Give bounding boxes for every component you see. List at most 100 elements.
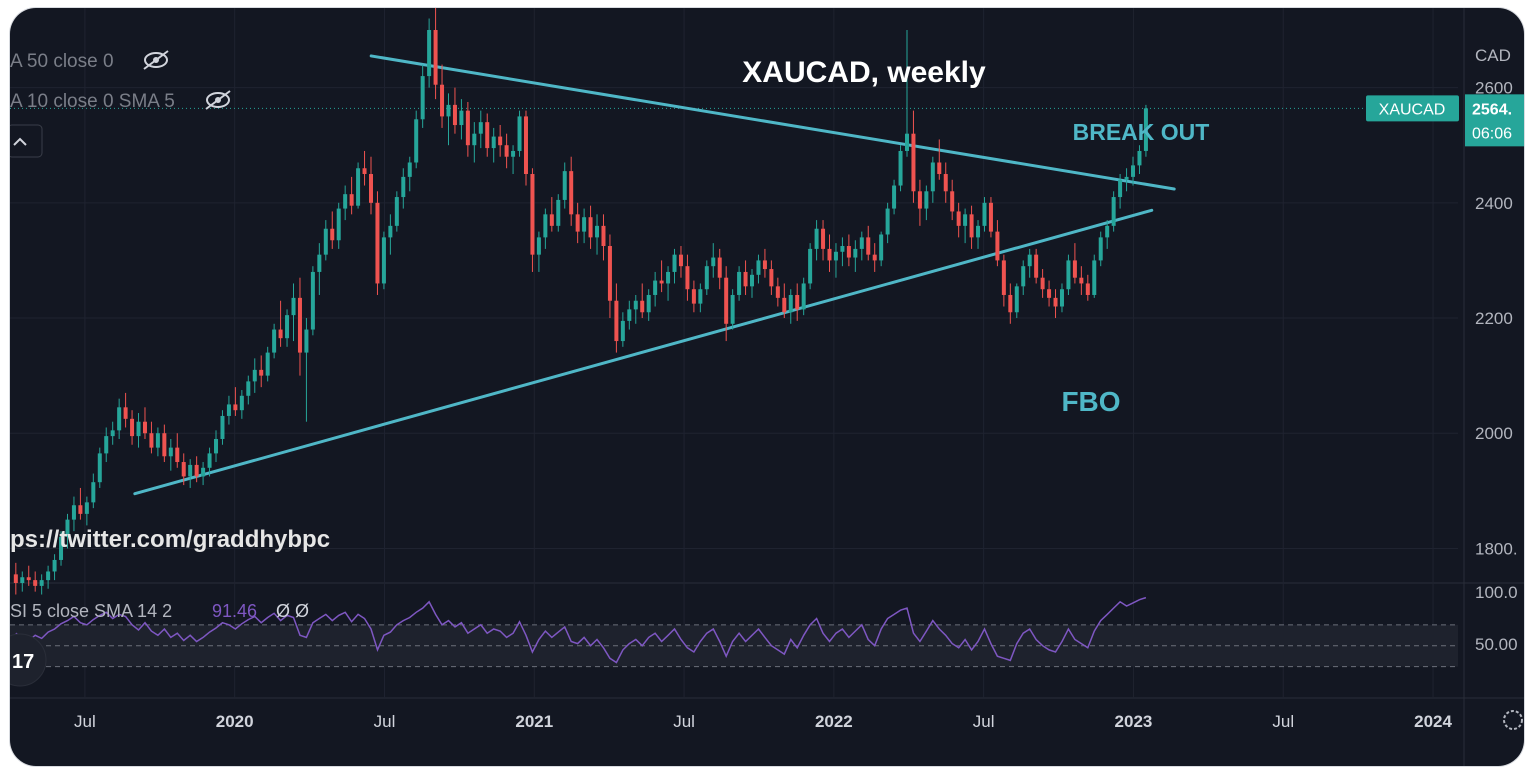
candle-body: [265, 352, 270, 376]
candle-body: [194, 464, 199, 477]
candle-body: [911, 133, 916, 192]
candle-body: [549, 214, 554, 226]
candle-body: [498, 136, 503, 146]
candle-body: [904, 133, 909, 151]
candle-body: [181, 462, 186, 477]
candle-body: [969, 214, 974, 238]
candle-body: [633, 300, 638, 310]
currency-label: CAD: [1475, 46, 1511, 65]
chevron-up-icon: [13, 137, 27, 146]
candle-body: [233, 404, 238, 411]
price-tick-label: 2200: [1475, 309, 1513, 328]
candle-body: [155, 433, 160, 448]
price-chart[interactable]: 2600 2400 2200 2000 1800. CAD Jul 2020 Jul 2021 Ju…: [10, 8, 1524, 766]
candle-body: [349, 194, 354, 206]
candle-body: [446, 104, 451, 117]
candle-body: [582, 217, 587, 232]
candle-body: [833, 251, 838, 261]
candle-body: [536, 237, 541, 255]
rsi-axis-label: 100.0: [1475, 583, 1518, 602]
candle-body: [730, 294, 735, 324]
candle-body: [511, 150, 516, 157]
eye-outline: [206, 92, 230, 108]
candle-body: [801, 283, 806, 310]
time-tick-label: Jul: [374, 712, 396, 731]
time-tick-label: Jul: [973, 712, 995, 731]
candle-body: [543, 214, 548, 238]
candle-body: [1040, 277, 1045, 290]
candle-body: [1137, 150, 1142, 166]
time-tick-label: 2022: [815, 712, 853, 731]
candle-body: [272, 329, 277, 353]
candle-body: [343, 194, 348, 209]
candle-body: [892, 185, 897, 209]
candle-body: [188, 464, 193, 477]
candle-body: [1059, 289, 1064, 307]
candle-body: [988, 202, 993, 232]
candle-body: [1085, 283, 1090, 295]
rsi-pane: [10, 596, 1458, 668]
candle-body: [304, 329, 309, 353]
candle-body: [569, 171, 574, 215]
candle-body: [504, 145, 509, 157]
candle-body: [1053, 297, 1058, 307]
candle-body: [388, 225, 393, 238]
candle-body: [46, 571, 51, 581]
candle-body: [330, 228, 335, 241]
candle-body: [1072, 260, 1077, 278]
chart-frame: 2600 2400 2200 2000 1800. CAD Jul 2020 Jul 2021 Ju…: [10, 8, 1524, 766]
candle-body: [459, 110, 464, 126]
candle-body: [795, 294, 800, 310]
candle-body: [846, 246, 851, 258]
candle-body: [917, 191, 922, 209]
candle-body: [982, 202, 987, 226]
candle-body: [530, 174, 535, 255]
candle-body: [872, 254, 877, 261]
candle-body: [808, 248, 813, 284]
candle-body: [556, 199, 561, 226]
candle-body: [123, 407, 128, 419]
candle-body: [724, 277, 729, 324]
candle-body: [491, 136, 496, 149]
candle-body: [1118, 179, 1123, 198]
candle-body: [737, 271, 742, 295]
candle-body: [1079, 277, 1084, 284]
candle-body: [472, 133, 477, 146]
chart-labels: XAUCAD 2564. 06:06 SI 5 close SMA 14 2 91.46…: [10, 50, 1524, 730]
candle-body: [317, 254, 322, 272]
candle-body: [666, 271, 671, 284]
candle-body: [252, 369, 257, 382]
candle-body: [956, 211, 961, 226]
price-tick-label: 2000: [1475, 424, 1513, 443]
candle-body: [13, 574, 18, 583]
candle-body: [963, 214, 968, 226]
candle-body: [659, 280, 664, 284]
candle-body: [375, 202, 380, 284]
eye-outline: [144, 52, 168, 68]
candle-body: [653, 280, 658, 295]
candle-body: [562, 171, 567, 200]
candle-body: [685, 266, 690, 290]
candle-body: [627, 309, 632, 321]
candle-body: [821, 228, 826, 249]
candle-body: [65, 519, 70, 537]
candle-body: [976, 225, 981, 238]
candle-body: [368, 174, 374, 203]
candle-body: [59, 536, 64, 560]
eye-hidden-icon: [143, 50, 169, 70]
symbol-tag-bg: [1366, 95, 1459, 122]
candle-body: [246, 381, 251, 396]
indicator-legend: A 50 close 0: [10, 51, 114, 72]
eye-slash: [205, 90, 231, 110]
candle-body: [1143, 108, 1148, 151]
candle-body: [762, 260, 767, 270]
trendlines: [133, 54, 1176, 496]
time-tick-label: 2024: [1414, 712, 1452, 731]
candle-body: [407, 162, 412, 177]
candle-body: [1098, 237, 1103, 261]
candle-body: [1021, 266, 1026, 287]
candle-body: [1092, 260, 1097, 295]
last-price-label: 2564.: [1472, 101, 1512, 118]
candle-body: [97, 453, 102, 483]
candle-body: [401, 176, 406, 198]
